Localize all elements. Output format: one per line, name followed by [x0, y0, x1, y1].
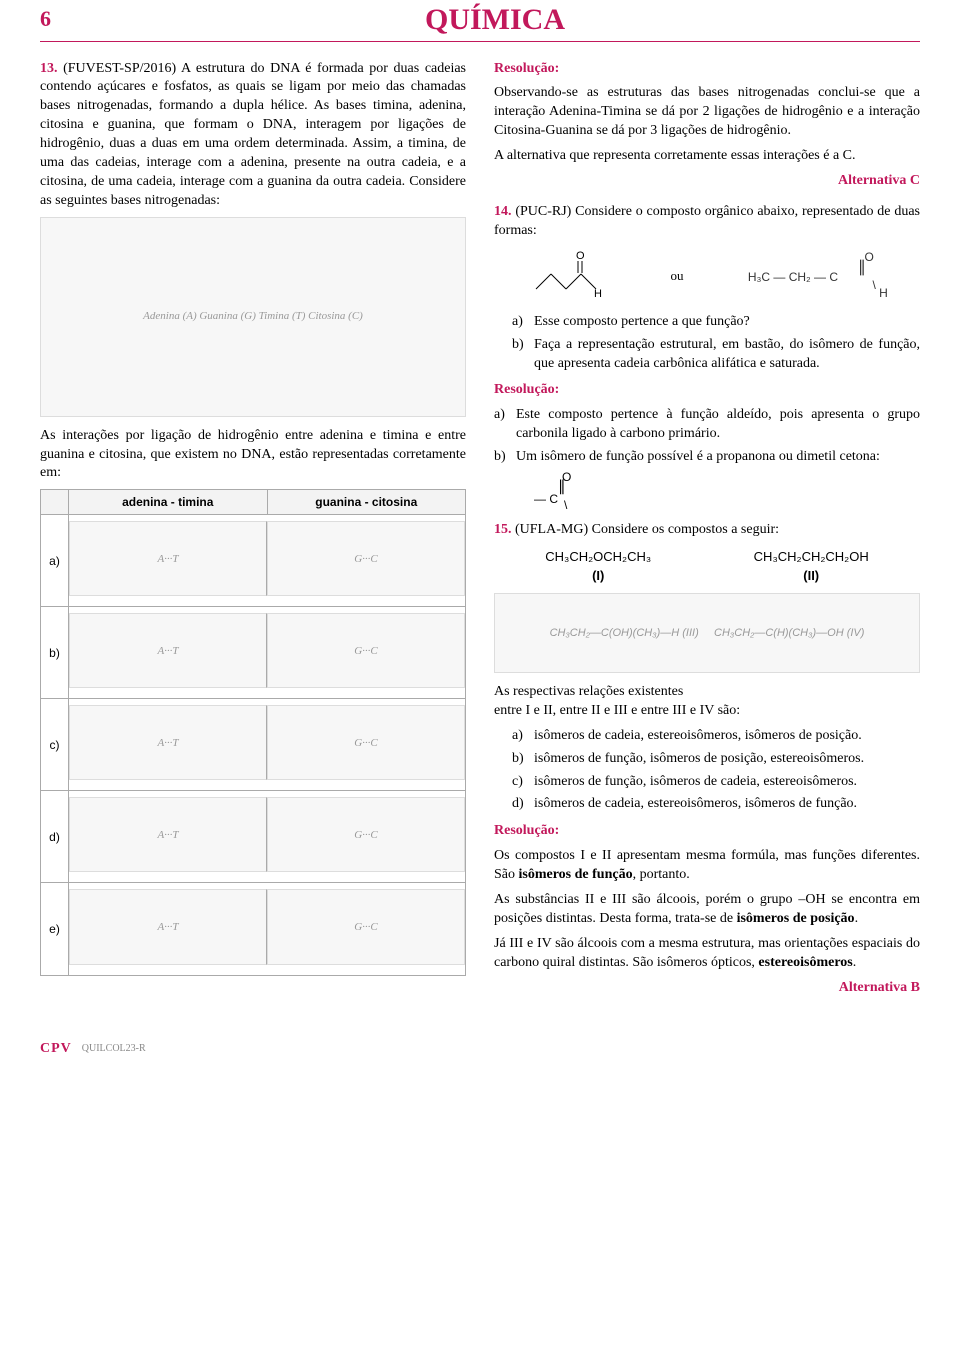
q13-row-d: d) [41, 791, 69, 882]
q14-text: 14. (PUC-RJ) Considere o composto orgâni… [494, 203, 920, 241]
svg-text:O: O [576, 250, 585, 262]
left-column: 13. (FUVEST-SP/2016) A estrutura do DNA … [40, 60, 466, 1010]
q13-th-gc: guanina - citosina [268, 490, 466, 514]
q15-source: (UFLA-MG) [515, 522, 588, 537]
right-column: Resolução: Observando-se as estruturas d… [494, 60, 920, 1010]
q15-compounds-iii-iv: CH₃CH₂—C(OH)(CH₃)—H (III) CH₃CH₂—C(H)(CH… [494, 593, 920, 673]
q13-res-body2: A alternativa que representa corretament… [494, 147, 920, 166]
q15-res-p2: As substâncias II e III são álcoois, por… [494, 891, 920, 929]
q14-structures: O H ou O H₃C — CH₂ — C ∥ [494, 249, 920, 303]
q15-body: Considere os compostos a seguir: [588, 522, 779, 537]
q14-res-b-t: Um isômero de função possível é a propan… [516, 448, 920, 467]
q14-opt-b-t: Faça a representação estrutural, em bast… [534, 336, 920, 374]
q15-mid1: As respectivas relações existentes [494, 683, 920, 702]
q14-opt-a-l: a) [512, 313, 534, 332]
svg-text:H: H [594, 288, 602, 299]
q14-opt-a-t: Esse composto pertence a que função? [534, 313, 920, 332]
q13-number: 13. [40, 61, 58, 76]
q15-res-p3: Já III e IV são álcoois com a mesma estr… [494, 935, 920, 973]
q13-res-body: Observando-se as estruturas das bases ni… [494, 84, 920, 141]
q13-answer: Alternativa C [494, 172, 920, 191]
q15-res-p1: Os compostos I e II apresentam mesma for… [494, 847, 920, 885]
q15-res-heading: Resolução: [494, 823, 559, 838]
q13-body: A estrutura do DNA é formada por duas ca… [40, 61, 466, 208]
q15-mid2: entre I e II, entre II e III e entre III… [494, 702, 920, 721]
q15-text: 15. (UFLA-MG) Considere os compostos a s… [494, 521, 920, 540]
page-footer: CPV QUILCOL23-R [40, 1040, 920, 1059]
q14-res-struct: O ∥ — C \ [534, 475, 920, 511]
q13-row-a: a) [41, 515, 69, 606]
q14-res-a-l: a) [494, 406, 516, 444]
q13-res-heading: Resolução: [494, 61, 559, 76]
q15-options: a)isômeros de cadeia, estereoisômeros, i… [512, 727, 920, 815]
skeletal-icon: O H [526, 249, 606, 299]
q14-res-heading: Resolução: [494, 382, 559, 397]
q14-options: a)Esse composto pertence a que função? b… [512, 313, 920, 374]
q13-bases-figure: Adenina (A) Guanina (G) Timina (T) Citos… [40, 217, 466, 417]
q14-res-a-t: Este composto pertence à função aldeído,… [516, 406, 920, 444]
q14-source: (PUC-RJ) [515, 204, 571, 219]
q14-opt-b-l: b) [512, 336, 534, 374]
q13-row-e: e) [41, 883, 69, 975]
q13-options-table: adenina - timina guanina - citosina a) A… [40, 489, 466, 976]
q15-number: 15. [494, 522, 512, 537]
q15-answer: Alternativa B [494, 979, 920, 998]
q13-th-at: adenina - timina [69, 490, 268, 514]
footer-code: QUILCOL23-R [82, 1042, 146, 1056]
q13-source: (FUVEST-SP/2016) [63, 61, 176, 76]
footer-brand: CPV [40, 1040, 72, 1059]
q13-row-c: c) [41, 699, 69, 790]
q13-mid-text: As interações por ligação de hidrogênio … [40, 427, 466, 484]
page-number: 6 [40, 0, 70, 34]
q13-text: 13. (FUVEST-SP/2016) A estrutura do DNA … [40, 60, 466, 211]
q13-row-b: b) [41, 607, 69, 698]
subject-title: QUÍMICA [70, 0, 920, 41]
q14-res-b-l: b) [494, 448, 516, 467]
q15-compounds: CH₃CH₂OCH₂CH₃ (I) CH₃CH₂CH₂CH₂OH (II) CH… [494, 548, 920, 673]
q14-ou: ou [670, 267, 683, 285]
q14-number: 14. [494, 204, 512, 219]
page-header: 6 QUÍMICA [40, 0, 920, 42]
